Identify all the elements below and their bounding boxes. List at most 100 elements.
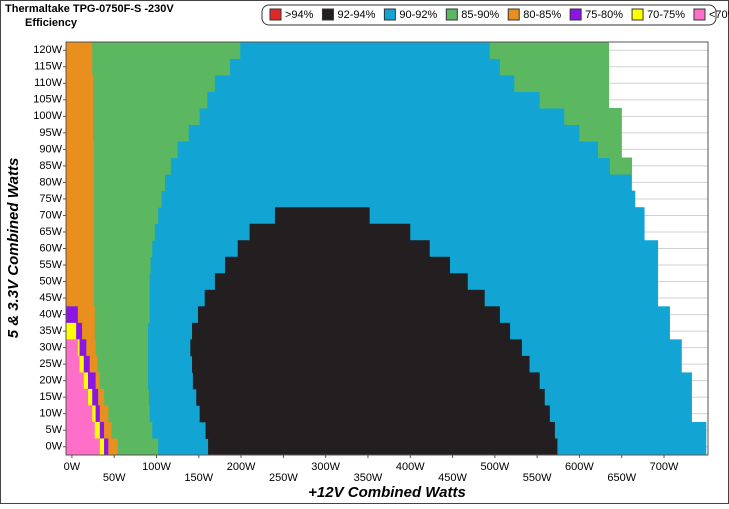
y-tick-label: 20W xyxy=(39,375,62,387)
x-tick-label: 400W xyxy=(396,461,425,473)
efficiency-region xyxy=(66,372,84,390)
efficiency-region xyxy=(66,174,632,192)
efficiency-region xyxy=(66,124,189,142)
y-tick-label: 50W xyxy=(39,275,62,287)
efficiency-region xyxy=(66,190,94,208)
legend-swatch xyxy=(631,8,644,21)
efficiency-region xyxy=(499,58,610,76)
y-tick-label: 15W xyxy=(39,391,62,403)
efficiency-region xyxy=(225,256,451,274)
y-tick-label: 80W xyxy=(39,176,62,188)
efficiency-region xyxy=(66,91,94,109)
efficiency-region xyxy=(274,207,370,225)
efficiency-region xyxy=(249,223,411,241)
efficiency-region xyxy=(598,141,622,159)
x-tick-label: 650W xyxy=(607,472,636,484)
x-axis-label: +12V Combined Watts xyxy=(308,484,466,501)
legend-label: 85-90% xyxy=(461,9,499,21)
efficiency-region xyxy=(66,75,215,92)
efficiency-region xyxy=(66,273,94,291)
efficiency-region xyxy=(66,306,78,324)
legend-label: 75-80% xyxy=(585,9,623,21)
y-tick-label: 75W xyxy=(39,193,62,205)
y-tick-label: 0W xyxy=(46,441,63,453)
y-tick-label: 100W xyxy=(33,110,62,122)
x-tick-label: 600W xyxy=(565,461,594,473)
legend-swatch xyxy=(569,8,582,21)
efficiency-region xyxy=(66,108,94,125)
legend-swatch xyxy=(383,8,396,21)
efficiency-region xyxy=(66,75,94,92)
y-tick-label: 35W xyxy=(39,325,62,337)
y-tick-label: 115W xyxy=(34,61,63,73)
x-tick-label: 450W xyxy=(438,472,467,484)
efficiency-region xyxy=(66,174,94,192)
efficiency-region xyxy=(66,108,200,125)
efficiency-region xyxy=(66,289,94,307)
y-tick-label: 85W xyxy=(39,160,62,172)
efficiency-region xyxy=(237,240,430,258)
efficiency-region xyxy=(214,273,468,291)
efficiency-region xyxy=(192,322,511,340)
efficiency-region xyxy=(66,124,622,142)
legend xyxy=(261,4,717,26)
efficiency-region xyxy=(66,42,241,59)
efficiency-region xyxy=(66,42,93,59)
efficiency-region xyxy=(66,388,88,406)
y-tick-label: 105W xyxy=(33,94,62,106)
efficiency-region xyxy=(66,157,632,175)
chart-subtitle: Efficiency xyxy=(25,17,78,29)
y-tick-label: 95W xyxy=(39,127,62,139)
efficiency-region xyxy=(192,355,530,373)
x-tick-label: 300W xyxy=(311,461,340,473)
y-tick-label: 30W xyxy=(39,342,62,354)
y-tick-label: 40W xyxy=(39,308,62,320)
legend-swatch xyxy=(321,8,334,21)
efficiency-region xyxy=(66,124,94,142)
efficiency-region xyxy=(199,405,550,423)
efficiency-region xyxy=(66,91,208,109)
efficiency-region xyxy=(66,108,622,125)
legend-swatch xyxy=(507,8,520,21)
x-tick-label: 550W xyxy=(523,472,552,484)
x-tick-label: 500W xyxy=(480,461,509,473)
efficiency-region xyxy=(66,141,622,159)
y-tick-label: 5W xyxy=(46,424,63,436)
y-tick-label: 45W xyxy=(39,292,62,304)
y-tick-label: 10W xyxy=(39,408,62,420)
legend-swatch xyxy=(269,8,282,21)
efficiency-region xyxy=(66,405,93,423)
efficiency-region xyxy=(66,322,77,340)
efficiency-region xyxy=(579,124,622,142)
x-tick-label: 100W xyxy=(142,461,171,473)
efficiency-region xyxy=(514,75,610,92)
y-tick-label: 60W xyxy=(39,242,62,254)
x-tick-label: 150W xyxy=(184,472,213,484)
x-tick-label: 350W xyxy=(354,472,383,484)
efficiency-region xyxy=(609,157,632,175)
y-axis-label: 5 & 3.3V Combined Watts xyxy=(5,158,22,339)
legend-label: <70% xyxy=(709,9,729,21)
y-tick-label: 90W xyxy=(39,143,62,155)
efficiency-region xyxy=(66,58,93,76)
efficiency-region xyxy=(66,141,94,159)
efficiency-region xyxy=(190,339,522,357)
efficiency-region xyxy=(66,421,95,439)
x-tick-label: 50W xyxy=(103,472,126,484)
efficiency-region xyxy=(66,339,78,357)
efficiency-region xyxy=(204,289,485,307)
efficiency-region xyxy=(564,108,622,125)
efficiency-region xyxy=(66,256,94,274)
efficiency-region xyxy=(66,190,636,208)
legend-swatch xyxy=(693,8,706,21)
x-tick-label: 250W xyxy=(269,472,298,484)
y-tick-label: 120W xyxy=(33,44,62,56)
efficiency-region xyxy=(66,58,231,76)
y-tick-label: 25W xyxy=(39,358,62,370)
legend-label: 80-85% xyxy=(523,9,561,21)
legend-label: 92-94% xyxy=(337,9,375,21)
y-tick-label: 65W xyxy=(39,226,62,238)
x-tick-label: 200W xyxy=(227,461,256,473)
y-tick-label: 55W xyxy=(39,259,62,271)
legend-label: 70-75% xyxy=(647,9,685,21)
